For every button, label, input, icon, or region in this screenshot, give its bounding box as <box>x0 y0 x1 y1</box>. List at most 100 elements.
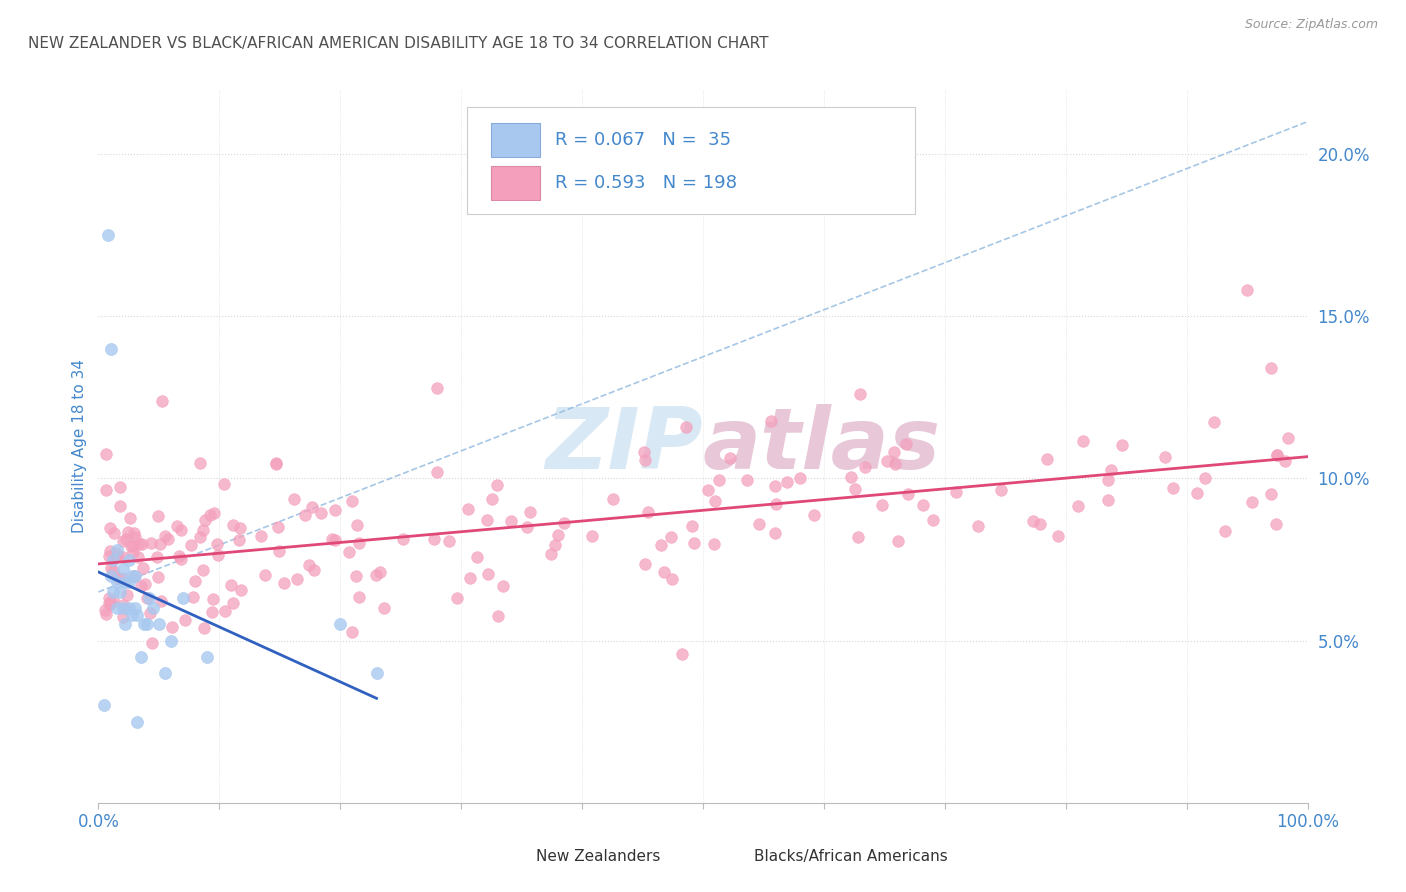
Point <box>301 500 323 514</box>
Point <box>105 542 128 557</box>
Point <box>129 579 152 593</box>
Point <box>839 470 862 484</box>
Point <box>683 535 706 549</box>
Text: R = 0.593   N = 198: R = 0.593 N = 198 <box>555 174 738 192</box>
Point <box>150 594 173 608</box>
Point <box>373 601 395 615</box>
Point <box>1260 487 1282 501</box>
Point <box>134 617 156 632</box>
Point <box>516 519 538 533</box>
Point <box>131 536 153 550</box>
Point <box>111 610 134 624</box>
Point <box>637 505 659 519</box>
Point <box>1022 514 1045 528</box>
Point <box>652 565 675 579</box>
Point <box>153 666 176 681</box>
Point <box>98 544 121 558</box>
Point <box>1161 481 1184 495</box>
Point <box>853 460 876 475</box>
Text: New Zealanders: New Zealanders <box>536 849 661 863</box>
Point <box>302 563 325 577</box>
Point <box>219 578 242 592</box>
Point <box>340 494 363 508</box>
Point <box>149 537 172 551</box>
Point <box>138 591 160 606</box>
Point <box>1154 450 1177 465</box>
Point <box>439 533 461 548</box>
Point <box>101 585 124 599</box>
Point <box>844 483 866 497</box>
Point <box>122 539 145 553</box>
Point <box>323 502 346 516</box>
Point <box>253 568 276 582</box>
Point <box>191 523 214 537</box>
Point <box>285 572 308 586</box>
Point <box>111 601 134 615</box>
Point <box>111 533 134 548</box>
Point <box>128 537 150 551</box>
Point <box>118 601 141 615</box>
Point <box>1213 524 1236 538</box>
FancyBboxPatch shape <box>467 107 915 214</box>
Point <box>671 648 693 662</box>
Point <box>368 565 391 579</box>
Point <box>1097 474 1119 488</box>
Point <box>990 483 1012 498</box>
Point <box>228 533 250 547</box>
Point <box>581 529 603 543</box>
Point <box>104 546 127 560</box>
Text: Blacks/African Americans: Blacks/African Americans <box>754 849 948 863</box>
Point <box>547 528 569 542</box>
Text: Source: ZipAtlas.com: Source: ZipAtlas.com <box>1244 18 1378 31</box>
Point <box>634 557 657 571</box>
Point <box>465 549 488 564</box>
Point <box>122 544 145 558</box>
Point <box>94 447 117 461</box>
Point <box>1097 492 1119 507</box>
Point <box>169 523 191 537</box>
Point <box>146 509 169 524</box>
Point <box>129 649 152 664</box>
Point <box>912 498 935 512</box>
Point <box>98 591 121 606</box>
Point <box>966 519 988 533</box>
Point <box>1046 528 1069 542</box>
Point <box>1067 500 1090 514</box>
Point <box>122 525 145 540</box>
Point <box>110 480 132 494</box>
Point <box>103 592 125 607</box>
Point <box>122 568 145 582</box>
Point <box>1204 415 1226 429</box>
Point <box>323 533 346 548</box>
Point <box>222 517 245 532</box>
Point <box>180 538 202 552</box>
Point <box>127 549 149 564</box>
Point <box>544 538 567 552</box>
Point <box>266 457 288 471</box>
Point <box>283 491 305 506</box>
Point <box>124 530 146 544</box>
Point <box>294 508 316 522</box>
Point <box>735 474 758 488</box>
Point <box>118 575 141 590</box>
Point <box>96 483 118 497</box>
Point <box>269 544 291 558</box>
Point <box>96 607 118 621</box>
Point <box>633 445 655 459</box>
Point <box>1185 486 1208 500</box>
Point <box>93 698 115 713</box>
Point <box>134 577 156 591</box>
Point <box>486 609 509 624</box>
Point <box>897 486 920 500</box>
Point <box>634 453 657 467</box>
Point <box>870 499 893 513</box>
Point <box>681 518 703 533</box>
Point <box>172 591 194 606</box>
Point <box>340 625 363 640</box>
Point <box>141 536 163 550</box>
Point <box>659 530 682 544</box>
Point <box>195 649 218 664</box>
Bar <box>492 166 540 200</box>
Point <box>661 572 683 586</box>
Point <box>118 510 141 524</box>
